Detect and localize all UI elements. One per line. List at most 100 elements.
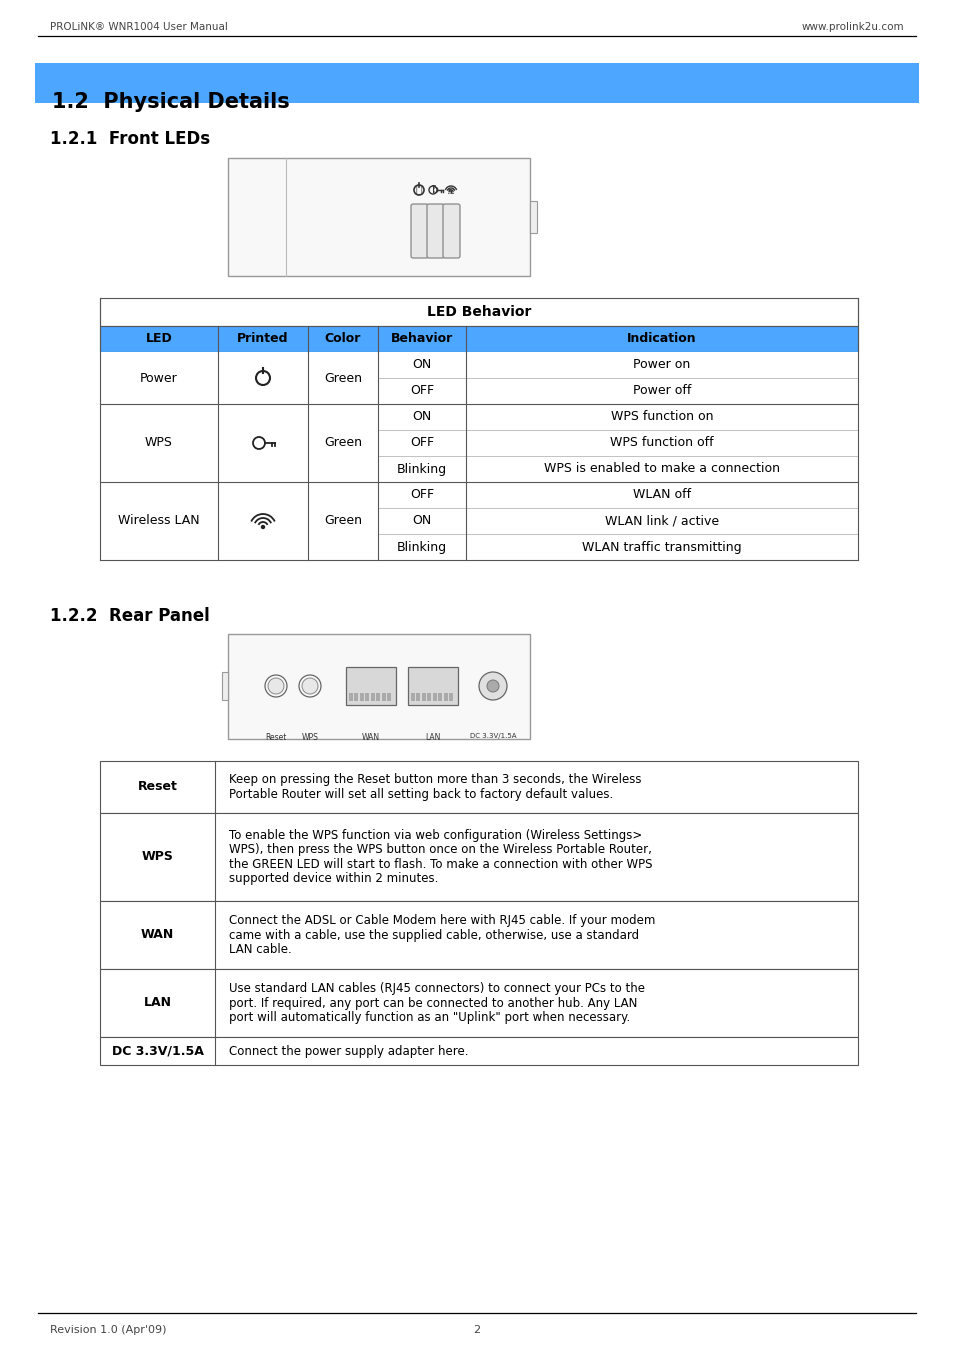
Text: Printed: Printed <box>237 332 289 346</box>
Text: WPS is enabled to make a connection: WPS is enabled to make a connection <box>543 463 780 475</box>
Bar <box>376 693 380 701</box>
Text: came with a cable, use the supplied cable, otherwise, use a standard: came with a cable, use the supplied cabl… <box>229 929 639 941</box>
Text: WPS: WPS <box>301 733 318 743</box>
Bar <box>228 634 530 738</box>
Bar <box>387 693 391 701</box>
Bar <box>411 693 415 701</box>
Bar <box>433 693 436 701</box>
Text: WLAN off: WLAN off <box>632 489 690 501</box>
Text: Blinking: Blinking <box>396 463 447 475</box>
Bar <box>100 813 857 900</box>
Bar <box>349 693 353 701</box>
Bar <box>100 1037 857 1065</box>
Text: 1.2  Physical Details: 1.2 Physical Details <box>52 92 290 112</box>
Bar <box>530 201 537 234</box>
Bar <box>359 693 364 701</box>
Text: WPS function on: WPS function on <box>610 410 713 424</box>
Text: Use standard LAN cables (RJ45 connectors) to connect your PCs to the: Use standard LAN cables (RJ45 connectors… <box>229 981 644 995</box>
Text: Indication: Indication <box>626 332 696 346</box>
Text: port will automatically function as an "Uplink" port when necessary.: port will automatically function as an "… <box>229 1011 630 1025</box>
Text: Portable Router will set all setting back to factory default values.: Portable Router will set all setting bac… <box>229 788 613 801</box>
Text: Green: Green <box>324 436 361 450</box>
Text: LAN: LAN <box>425 733 440 743</box>
Text: WAN: WAN <box>141 929 174 941</box>
Text: WPS), then press the WPS button once on the Wireless Portable Router,: WPS), then press the WPS button once on … <box>229 844 651 856</box>
Text: ≋: ≋ <box>446 188 455 197</box>
Bar <box>100 761 857 813</box>
Text: DC 3.3V/1.5A: DC 3.3V/1.5A <box>112 1045 203 1057</box>
Text: port. If required, any port can be connected to another hub. Any LAN: port. If required, any port can be conne… <box>229 996 637 1010</box>
Text: Power: Power <box>140 371 177 385</box>
Text: WLAN link / active: WLAN link / active <box>604 514 719 528</box>
Text: To enable the WPS function via web configuration (Wireless Settings>: To enable the WPS function via web confi… <box>229 829 641 842</box>
Text: 2: 2 <box>473 1324 480 1335</box>
Text: ⏻: ⏻ <box>416 185 422 194</box>
Text: DC 3.3V/1.5A: DC 3.3V/1.5A <box>469 733 516 738</box>
Text: 1.2.1  Front LEDs: 1.2.1 Front LEDs <box>50 130 210 148</box>
Bar <box>381 693 386 701</box>
FancyBboxPatch shape <box>427 204 443 258</box>
Bar <box>427 693 431 701</box>
Circle shape <box>268 678 284 694</box>
Bar <box>449 693 453 701</box>
Bar <box>228 158 530 275</box>
Text: Behavior: Behavior <box>391 332 453 346</box>
Text: PROLiNK® WNR1004 User Manual: PROLiNK® WNR1004 User Manual <box>50 22 228 32</box>
Text: Power on: Power on <box>633 359 690 371</box>
Text: the GREEN LED will start to flash. To make a connection with other WPS: the GREEN LED will start to flash. To ma… <box>229 857 652 871</box>
Text: OFF: OFF <box>410 436 434 450</box>
Text: Color: Color <box>324 332 361 346</box>
Circle shape <box>261 525 264 528</box>
Text: Blinking: Blinking <box>396 540 447 553</box>
Text: Green: Green <box>324 514 361 528</box>
Text: WPS: WPS <box>145 436 172 450</box>
Text: WLAN traffic transmitting: WLAN traffic transmitting <box>581 540 741 553</box>
Text: LAN: LAN <box>143 996 172 1010</box>
Bar <box>100 352 857 404</box>
Bar <box>100 969 857 1037</box>
Text: Reset: Reset <box>137 780 177 794</box>
Text: ON: ON <box>412 514 431 528</box>
Text: OFF: OFF <box>410 385 434 397</box>
Bar <box>443 693 448 701</box>
Text: ON: ON <box>412 359 431 371</box>
Text: Connect the ADSL or Cable Modem here with RJ45 cable. If your modem: Connect the ADSL or Cable Modem here wit… <box>229 914 655 927</box>
Circle shape <box>486 680 498 693</box>
Text: Green: Green <box>324 371 361 385</box>
Text: Revision 1.0 (Apr'09): Revision 1.0 (Apr'09) <box>50 1324 167 1335</box>
Bar <box>416 693 420 701</box>
Text: 1.2.2  Rear Panel: 1.2.2 Rear Panel <box>50 608 210 625</box>
Text: Reset: Reset <box>265 733 287 743</box>
Circle shape <box>302 678 317 694</box>
Bar <box>100 482 857 560</box>
Bar <box>346 667 395 705</box>
Bar <box>100 325 857 352</box>
Text: Keep on pressing the Reset button more than 3 seconds, the Wireless: Keep on pressing the Reset button more t… <box>229 774 640 786</box>
Bar <box>35 63 918 103</box>
Text: OFF: OFF <box>410 489 434 501</box>
Text: WAN: WAN <box>361 733 379 743</box>
Bar <box>100 404 857 482</box>
Text: ON: ON <box>412 410 431 424</box>
Text: LED Behavior: LED Behavior <box>426 305 531 319</box>
Bar <box>222 672 228 701</box>
Text: Connect the power supply adapter here.: Connect the power supply adapter here. <box>229 1045 468 1057</box>
Bar <box>438 693 442 701</box>
Bar <box>100 900 857 969</box>
Text: LED: LED <box>146 332 172 346</box>
Bar <box>371 693 375 701</box>
FancyBboxPatch shape <box>411 204 428 258</box>
FancyBboxPatch shape <box>442 204 459 258</box>
Bar <box>355 693 358 701</box>
Text: www.prolink2u.com: www.prolink2u.com <box>801 22 903 32</box>
Bar <box>408 667 457 705</box>
Text: Wireless LAN: Wireless LAN <box>118 514 199 528</box>
Text: WPS function off: WPS function off <box>610 436 713 450</box>
Text: Power off: Power off <box>632 385 691 397</box>
Text: supported device within 2 minutes.: supported device within 2 minutes. <box>229 872 438 886</box>
Text: LAN cable.: LAN cable. <box>229 944 292 956</box>
Bar <box>365 693 369 701</box>
Bar <box>421 693 426 701</box>
Text: ƀ: ƀ <box>431 185 438 194</box>
Text: WPS: WPS <box>141 850 173 864</box>
